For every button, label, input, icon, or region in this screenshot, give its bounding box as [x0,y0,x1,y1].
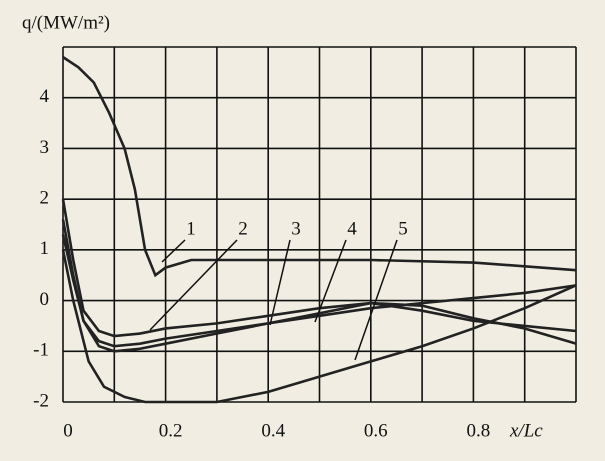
curve-label: 4 [347,218,357,239]
x-tick-label: 0.8 [467,420,491,441]
y-tick-label: -2 [33,390,49,411]
y-axis-title: q/(MW/m²) [22,12,110,33]
y-tick-label: 0 [40,289,50,310]
curve [61,249,577,404]
leader-line [314,239,347,323]
y-tick-label: 2 [40,188,50,209]
y-tick-label: 4 [40,86,50,107]
leader-line [354,239,398,361]
curve-label: 3 [291,218,301,239]
curve-label: 2 [238,218,248,239]
x-tick-label: 0.2 [159,420,183,441]
x-axis-title: x/Lc [509,420,543,441]
leader-line [149,239,238,331]
x-tick-label: 0 [63,420,73,441]
y-tick-label: -1 [33,340,49,361]
y-tick-label: 1 [40,238,50,259]
curve-label: 1 [186,218,196,239]
leader-line [269,239,291,326]
curve-label: 5 [398,218,408,239]
x-tick-label: 0.4 [261,420,285,441]
leader-line [161,239,186,263]
curve [61,219,577,353]
curve [62,56,577,278]
y-tick-label: 3 [40,137,50,158]
x-tick-label: 0.6 [364,420,388,441]
curve [61,198,577,338]
